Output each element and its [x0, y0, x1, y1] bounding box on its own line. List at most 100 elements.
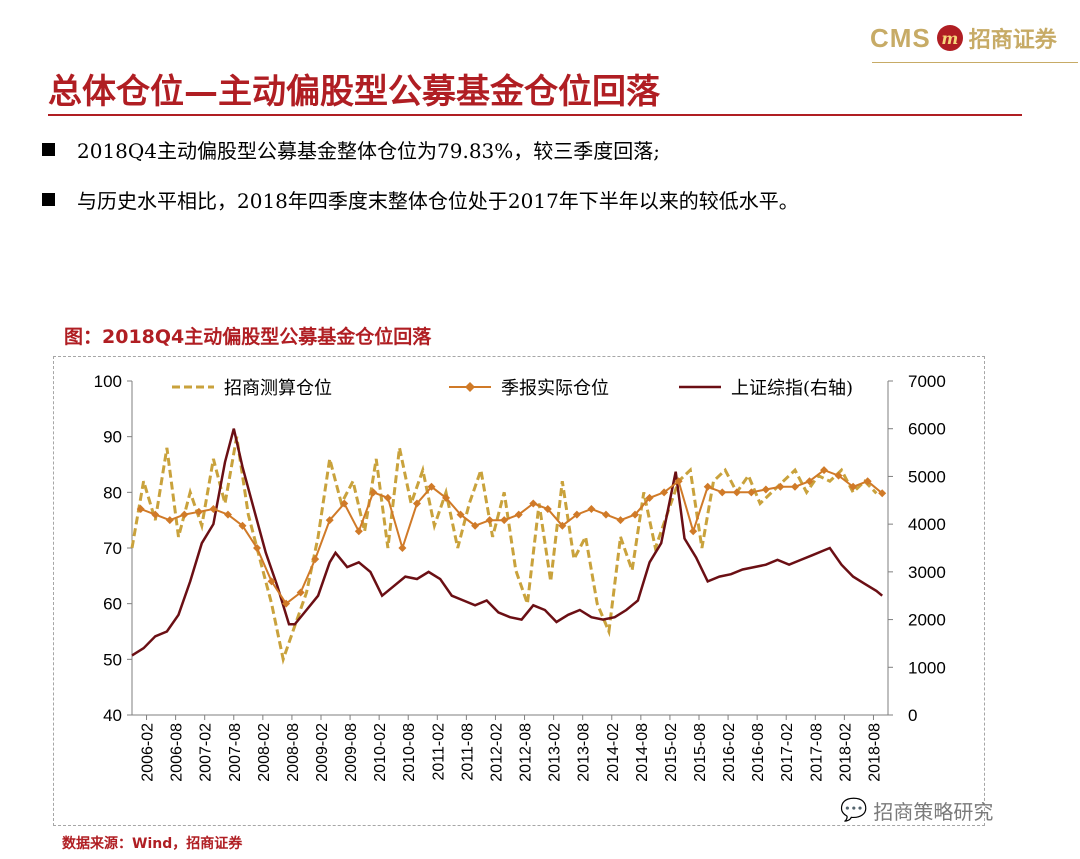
x-tick-label: 2006-08	[169, 723, 186, 782]
left-tick-label: 40	[103, 706, 122, 725]
reported-point	[500, 516, 509, 525]
right-tick-label: 1000	[908, 658, 946, 677]
reported-point	[601, 510, 610, 519]
reported-point	[834, 471, 843, 480]
x-tick-label: 2018-02	[837, 723, 854, 782]
left-tick-label: 80	[103, 483, 122, 502]
right-tick-label: 4000	[908, 515, 946, 534]
chart-frame: 100 90 80 70 60 50 40 7000 6000 5000 4000 3000 2000 1…	[53, 356, 985, 826]
reported-point	[558, 521, 567, 530]
reported-point	[253, 544, 262, 552]
square-bullet-icon	[42, 193, 55, 206]
reported-point	[165, 516, 174, 525]
reported-point	[529, 499, 538, 508]
x-tick-label: 2012-08	[518, 723, 535, 782]
x-tick-label: 2014-08	[634, 723, 651, 782]
brand-logo: CMS m 招商证券	[870, 22, 1057, 54]
reported-point	[282, 599, 291, 608]
series-estimate-line	[130, 436, 878, 665]
reported-point	[136, 505, 145, 514]
reported-point	[849, 482, 858, 491]
legend-marker	[465, 382, 475, 392]
x-tick-label: 2016-02	[721, 723, 738, 782]
reported-point	[660, 488, 669, 497]
reported-point	[471, 521, 480, 530]
reported-point	[209, 505, 218, 514]
reported-point	[616, 516, 625, 525]
left-tick-label: 60	[103, 595, 122, 614]
reported-point	[325, 516, 334, 525]
reported-point	[398, 544, 407, 552]
x-tick-label: 2014-02	[605, 723, 622, 782]
x-tick-label: 2012-02	[488, 723, 505, 782]
x-tick-label: 2013-02	[547, 723, 564, 782]
x-tick-label: 2016-08	[750, 723, 767, 782]
x-tick-label: 2010-08	[401, 723, 418, 782]
page-title: 总体仓位—主动偏股型公募基金仓位回落	[48, 72, 660, 112]
right-tick-label: 7000	[908, 372, 946, 391]
series-reported-line	[140, 468, 883, 606]
logo-underline	[872, 62, 1078, 63]
right-tick-label: 2000	[908, 611, 946, 630]
left-tick-label: 70	[103, 539, 122, 558]
legend-label: 招商测算仓位	[224, 378, 332, 399]
watermark: 💬 招商策略研究	[840, 796, 993, 825]
logo-mark-icon: m	[936, 25, 963, 51]
reported-point	[180, 510, 189, 519]
x-tick-label: 2009-02	[314, 723, 331, 782]
right-tick-label: 6000	[908, 420, 946, 439]
x-tick-label: 2011-08	[459, 723, 476, 781]
legend-label: 上证综指(右轴)	[731, 378, 853, 399]
reported-point	[340, 499, 349, 508]
x-tick-label: 2008-02	[256, 723, 273, 782]
left-tick-label: 50	[103, 650, 122, 669]
right-tick-label: 0	[908, 706, 917, 725]
x-tick-label: 2017-02	[779, 723, 796, 782]
reported-point	[776, 482, 785, 491]
x-tick-label: 2006-02	[140, 723, 157, 782]
reported-point	[645, 493, 654, 502]
reported-point	[485, 516, 494, 525]
bullet-item: 2018Q4主动偏股型公募基金整体仓位为79.83%，较三季度回落;	[42, 135, 660, 164]
figure-title: 图：2018Q4主动偏股型公募基金仓位回落	[64, 326, 432, 348]
x-tick-label: 2007-08	[227, 723, 244, 782]
reported-point	[689, 527, 698, 536]
position-chart: 100 90 80 70 60 50 40 7000 6000 5000 4000 3000 2000 1…	[94, 372, 946, 782]
reported-point	[442, 493, 451, 502]
data-source: 数据来源：Wind，招商证券	[62, 836, 243, 852]
reported-point	[878, 489, 887, 498]
x-tick-label: 2013-08	[576, 723, 593, 782]
reported-point	[790, 482, 799, 491]
reported-point	[587, 505, 596, 514]
reported-point	[383, 493, 392, 502]
square-bullet-icon	[42, 143, 55, 156]
right-tick-label: 3000	[908, 563, 946, 582]
x-tick-label: 2018-08	[866, 723, 883, 782]
logo-cms-text: CMS	[870, 22, 931, 53]
reported-point	[238, 521, 247, 530]
reported-point	[369, 488, 378, 497]
reported-point	[674, 477, 683, 486]
x-tick-label: 2008-08	[285, 723, 302, 782]
reported-point	[820, 466, 829, 475]
reported-point	[747, 488, 756, 497]
title-divider	[48, 114, 1022, 116]
x-tick-label: 2011-02	[430, 723, 447, 781]
wechat-icon: 💬	[840, 798, 868, 823]
reported-point	[267, 577, 276, 586]
reported-point	[543, 505, 552, 514]
reported-point	[732, 488, 741, 497]
logo-cn-text: 招商证券	[968, 27, 1057, 53]
left-tick-label: 90	[103, 428, 122, 447]
x-tick-label: 2007-02	[198, 723, 215, 782]
series-index-line	[131, 428, 883, 657]
reported-point	[863, 477, 872, 486]
right-tick-label: 5000	[908, 467, 946, 486]
reported-point	[194, 507, 203, 516]
reported-point	[427, 482, 436, 491]
reported-point	[412, 499, 421, 508]
reported-point	[354, 527, 363, 536]
x-tick-label: 2010-02	[372, 723, 389, 782]
legend-label: 季报实际仓位	[501, 378, 609, 399]
bullet-text: 与历史水平相比，2018年四季度末整体仓位处于2017年下半年以来的较低水平。	[77, 189, 799, 213]
